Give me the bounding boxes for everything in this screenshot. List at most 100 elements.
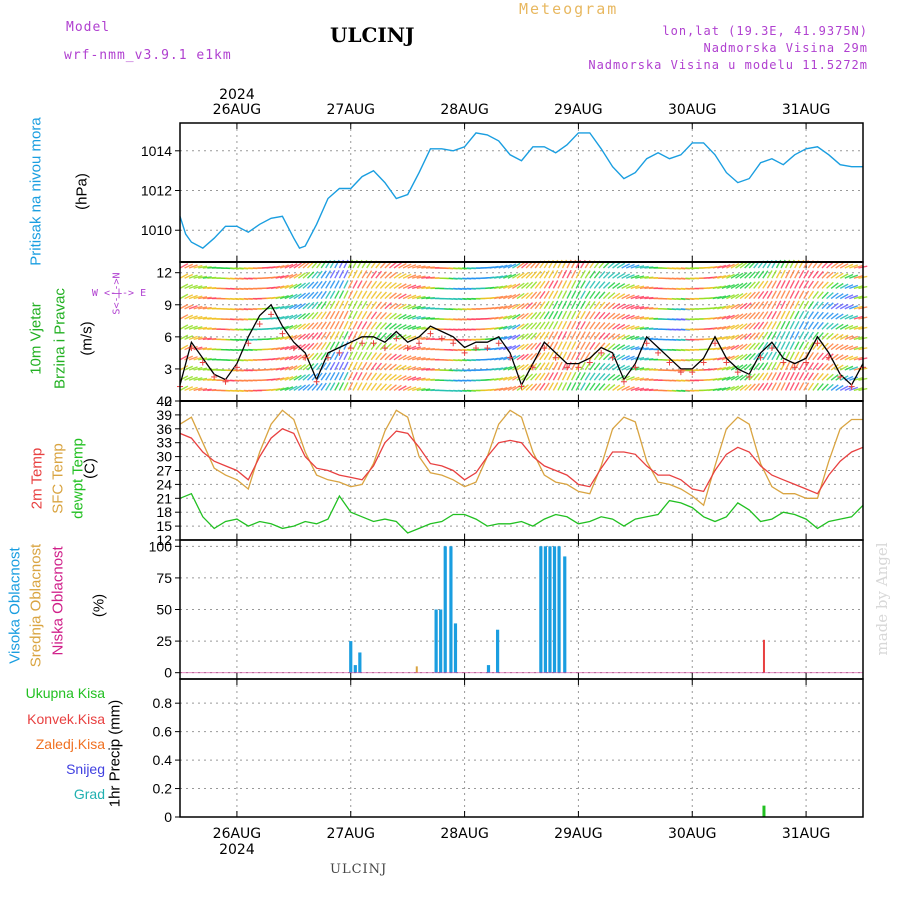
wind-arrow: [794, 351, 800, 361]
wind-arrow: [744, 363, 752, 371]
wind-arrow: [748, 271, 756, 279]
wind-arrow: [566, 331, 572, 340]
wind-arrow: [771, 331, 777, 340]
wind-arrow: [607, 373, 616, 381]
wind-arrow: [784, 280, 791, 289]
wind-arrow: [288, 365, 298, 371]
wind-arrow: [580, 361, 586, 371]
wind-arrow: [334, 280, 340, 289]
wind-arrow: [762, 382, 769, 391]
wind-arrow: [379, 332, 387, 340]
wind-arrow: [821, 312, 829, 320]
wind-arrow: [566, 310, 572, 320]
wind-arrow: [293, 344, 302, 351]
wind-arrow: [384, 383, 392, 391]
wind-arrow: [784, 341, 791, 350]
wind-arrow: [748, 281, 756, 289]
wind-arrow: [366, 331, 373, 340]
y-tick-label: 42: [156, 393, 172, 409]
wind-arrow: [616, 385, 626, 391]
legend-freezing-rain: Zaledj.Kisa: [35, 736, 105, 752]
wind-arrow: [584, 331, 591, 340]
cloud-high-bar: [563, 556, 567, 673]
wind-arrow: [607, 343, 616, 351]
wind-arrow: [721, 264, 731, 269]
wind-arrow: [561, 331, 568, 340]
wind-arrow: [407, 315, 417, 320]
wind-arrow: [757, 362, 765, 371]
wind-arrow: [789, 341, 795, 350]
wind-arrow: [379, 362, 387, 371]
x-day-label-top: 29AUG: [554, 102, 603, 118]
wind-arrow: [766, 300, 773, 310]
wind-arrow: [580, 382, 586, 391]
wind-arrow: [494, 275, 504, 279]
wind-arrow: [794, 361, 800, 371]
wind-arrow: [179, 283, 189, 290]
wind-arrow: [575, 290, 582, 299]
wind-arrow: [762, 311, 769, 320]
wind-arrow: [325, 270, 332, 279]
wind-arrow: [320, 362, 327, 371]
wind-arrow: [393, 384, 402, 391]
wind-arrow: [593, 291, 601, 300]
wind-arrow: [593, 331, 601, 340]
wind-arrow: [789, 382, 795, 391]
panel-frame: [179, 678, 864, 818]
wind-arrow: [343, 320, 349, 330]
wind-arrow: [379, 383, 387, 391]
wind-arrow: [279, 325, 289, 330]
wind-arrow: [188, 264, 198, 269]
wind-arrow: [552, 269, 559, 279]
wind-arrow: [343, 300, 349, 310]
wind-arrow: [798, 331, 805, 340]
wind-arrow: [188, 356, 198, 361]
wind-arrow: [275, 316, 285, 320]
wind-arrow: [621, 385, 631, 392]
wind-arrow: [516, 343, 525, 351]
wind-arrow: [803, 280, 810, 289]
wind-arrow: [507, 344, 517, 351]
wind-arrow: [816, 311, 824, 320]
model-label: Model: [66, 20, 111, 35]
wind-arrow: [398, 273, 407, 279]
wind-arrow: [525, 291, 534, 300]
wind-arrow: [329, 382, 336, 391]
wind-arrow: [334, 331, 340, 340]
wind-arrow: [548, 341, 555, 350]
wind-arrow: [739, 333, 748, 340]
wind-arrow: [580, 351, 586, 361]
wind-arrow: [334, 320, 340, 330]
wind-arrow: [288, 324, 298, 330]
wind-arrow: [757, 270, 765, 279]
wind-arrow: [807, 280, 815, 289]
wind-arrow: [794, 331, 800, 340]
wind-arrow: [361, 321, 368, 330]
wind-arrow: [630, 274, 640, 279]
wind-arrow: [557, 341, 563, 350]
wind-arrow: [794, 269, 800, 279]
wind-arrow: [302, 292, 311, 300]
wind-arrow: [561, 290, 568, 299]
y-tick-label: 0: [164, 393, 172, 409]
wind-arrow: [839, 324, 849, 330]
wind-arrow: [625, 304, 635, 310]
wind-arrow: [548, 280, 555, 289]
wind-arrow: [384, 353, 392, 361]
wind-arrow: [521, 353, 529, 361]
x-day-label-bottom: 31AUG: [782, 826, 831, 842]
wind-arrow: [621, 273, 631, 279]
wind-arrow: [735, 262, 744, 269]
wind-arrow: [762, 372, 769, 381]
wind-arrow: [639, 275, 649, 279]
wind-arrow: [625, 263, 635, 269]
wind-arrow: [316, 362, 323, 371]
wind-arrow: [402, 263, 412, 269]
wind-arrow: [275, 305, 285, 310]
wind-arrow: [507, 273, 517, 279]
wind-arrow: [630, 346, 640, 351]
precip-total-bar: [762, 805, 766, 817]
panel-frame: [179, 122, 864, 263]
wind-arrow: [279, 386, 289, 392]
wind-arrow: [762, 331, 769, 340]
